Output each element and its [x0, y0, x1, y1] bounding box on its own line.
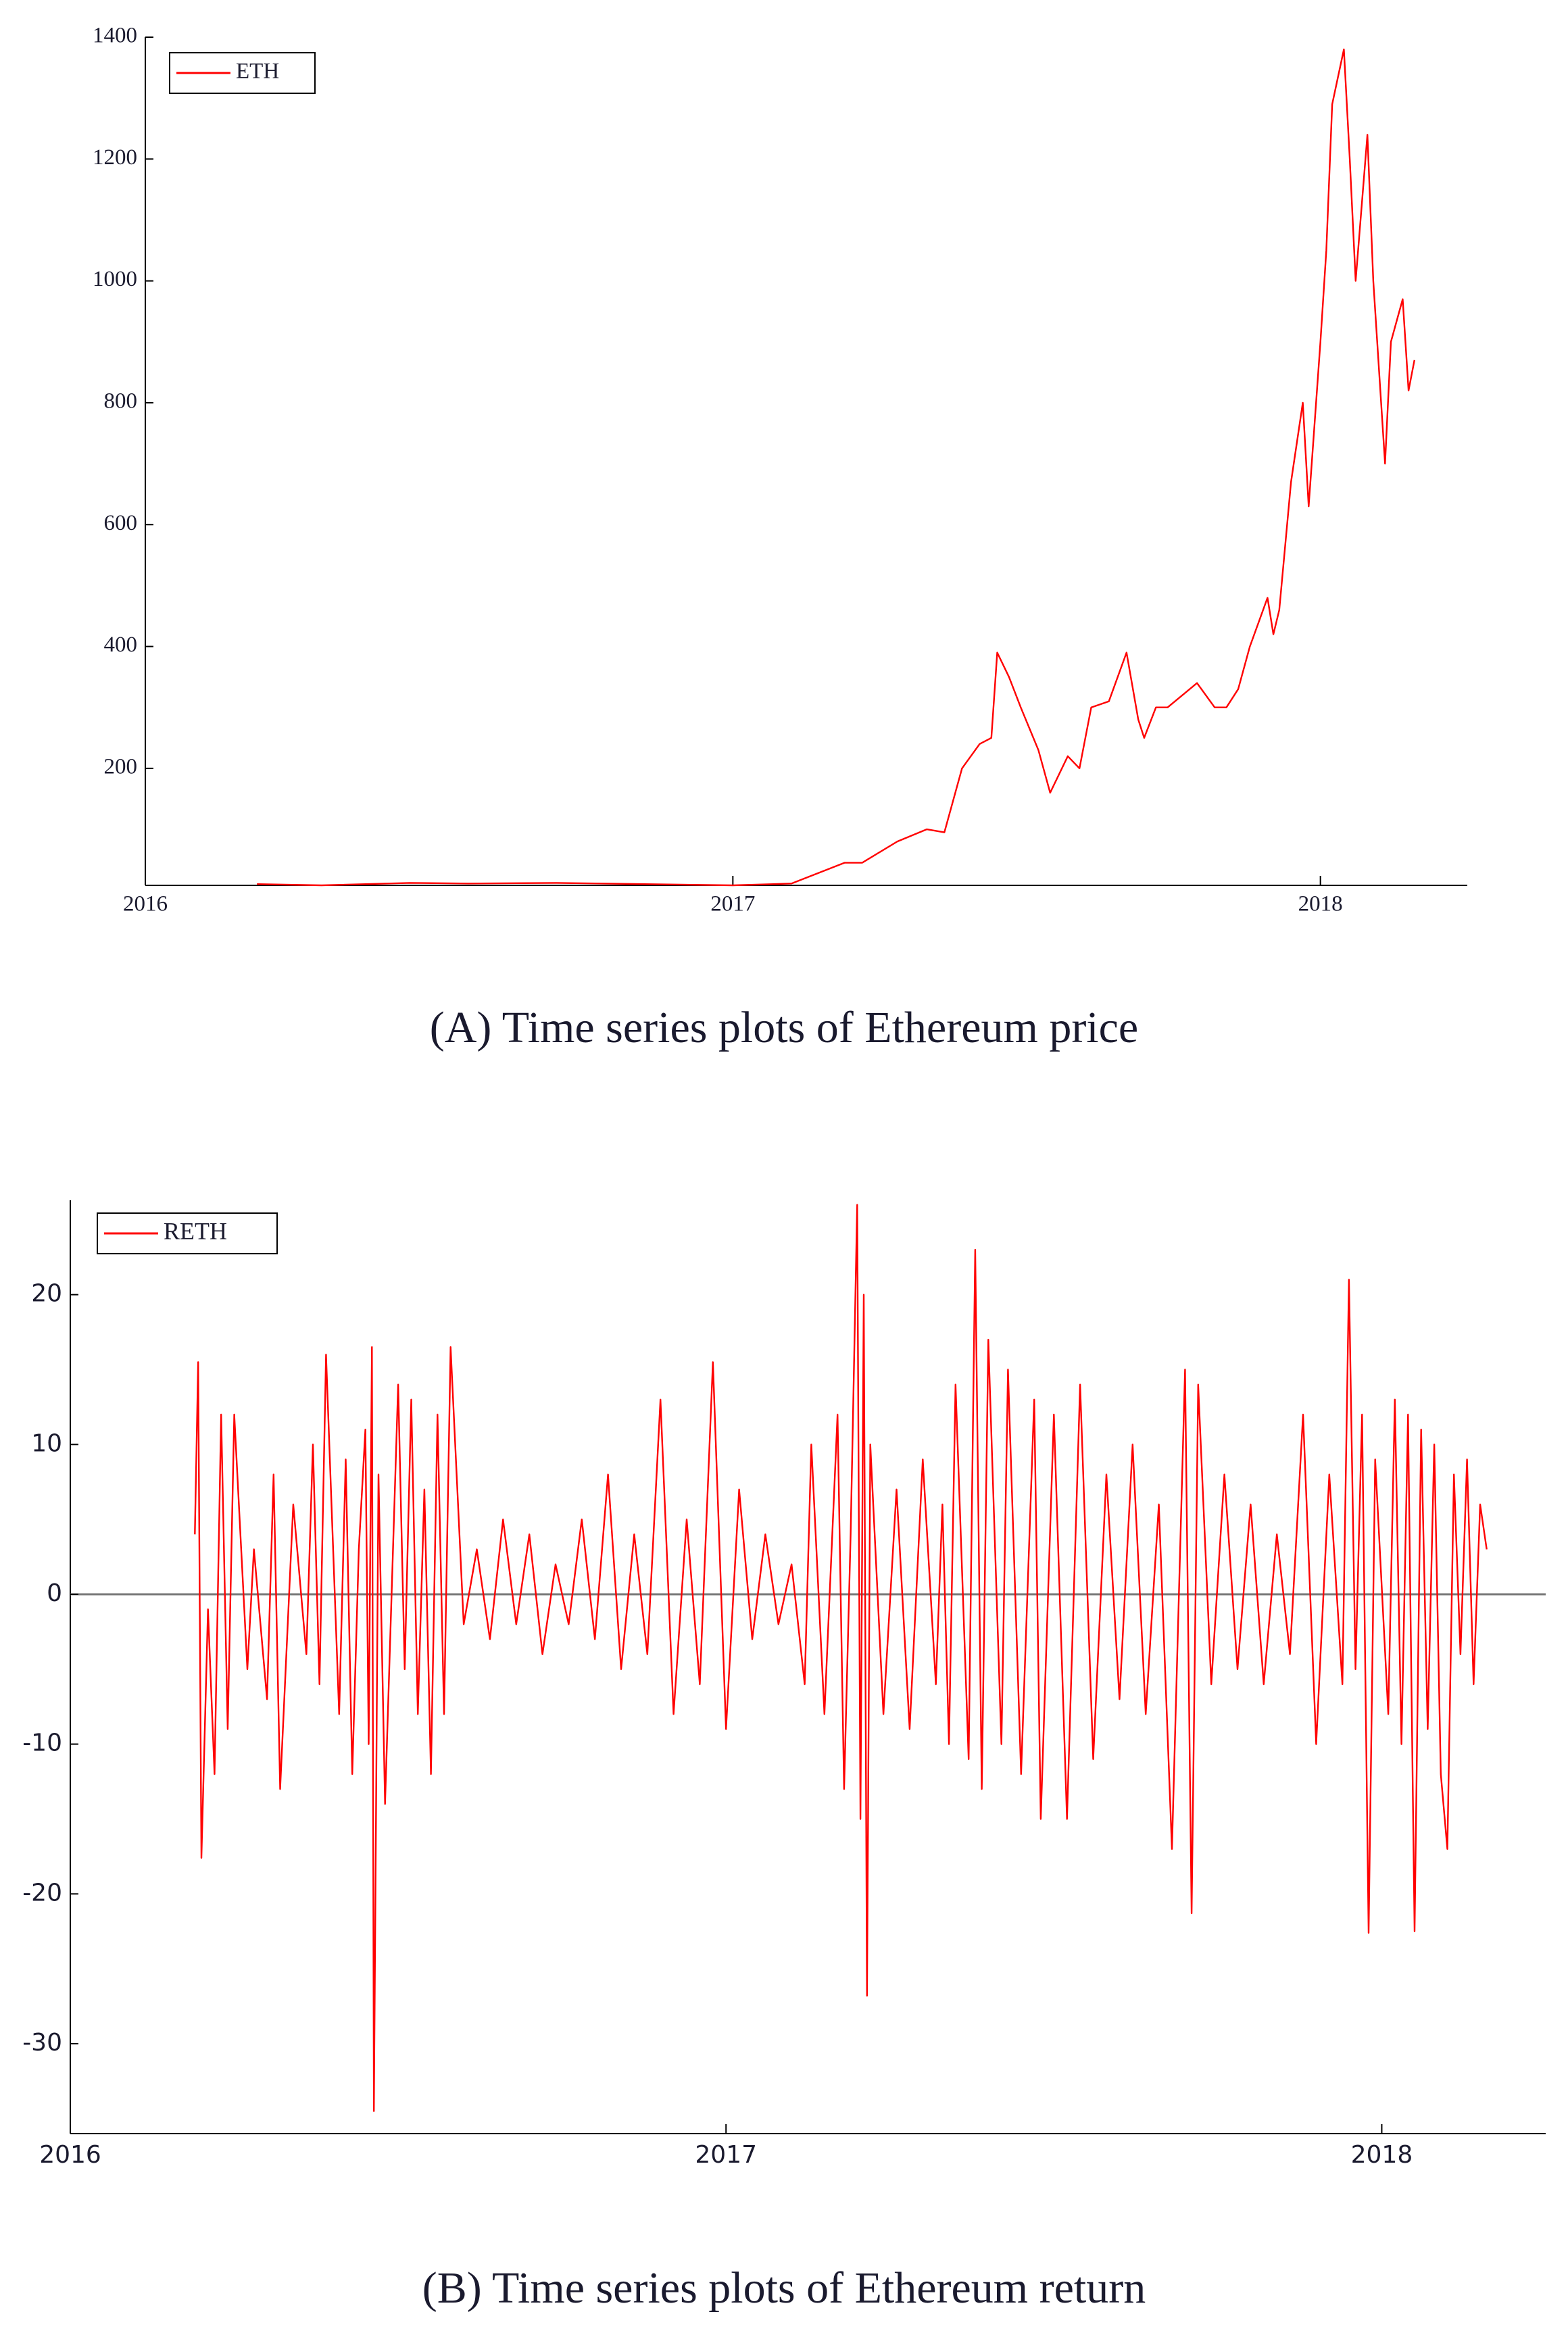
- y-tick-label: 800: [104, 389, 138, 414]
- y-tick-label: -30: [22, 2029, 62, 2057]
- chart: 200 400 600 800 1000 1200 1400 2016 2017 2018 ETH (…: [93, 24, 1467, 1052]
- x-tick-label: 2017: [695, 2141, 757, 2169]
- legend-label: RETH: [164, 1217, 227, 1244]
- y-tick-label: -10: [22, 1729, 62, 1757]
- x-tick-label: 2017: [710, 892, 755, 916]
- y-tick-label: -20: [22, 1879, 62, 1907]
- chart: -30 -20 -10 0 10 20 2016 2017 2018 RETH (B) Time s…: [22, 1200, 1546, 2313]
- y-tick-label: 1000: [93, 267, 137, 291]
- x-tick-label: 2016: [123, 892, 168, 916]
- y-tick-label: 200: [104, 754, 138, 779]
- x-tick-label: 2018: [1298, 892, 1343, 916]
- caption: (A) Time series plots of Ethereum price: [430, 1003, 1138, 1052]
- legend-label: ETH: [236, 59, 279, 84]
- y-tick-label: 400: [104, 633, 138, 657]
- y-tick-label: 1200: [93, 145, 137, 170]
- data-line: [257, 48, 1415, 887]
- x-tick-label: 2016: [39, 2141, 101, 2169]
- data-line: [194, 1204, 1488, 2112]
- y-tick-label: 10: [31, 1429, 62, 1457]
- y-tick-label: 20: [31, 1280, 62, 1308]
- y-tick-label: 0: [47, 1579, 62, 1607]
- y-tick-label: 600: [104, 511, 138, 535]
- caption: (B) Time series plots of Ethereum return: [422, 2263, 1146, 2313]
- x-tick-label: 2018: [1351, 2141, 1413, 2169]
- y-tick-label: 1400: [93, 24, 137, 48]
